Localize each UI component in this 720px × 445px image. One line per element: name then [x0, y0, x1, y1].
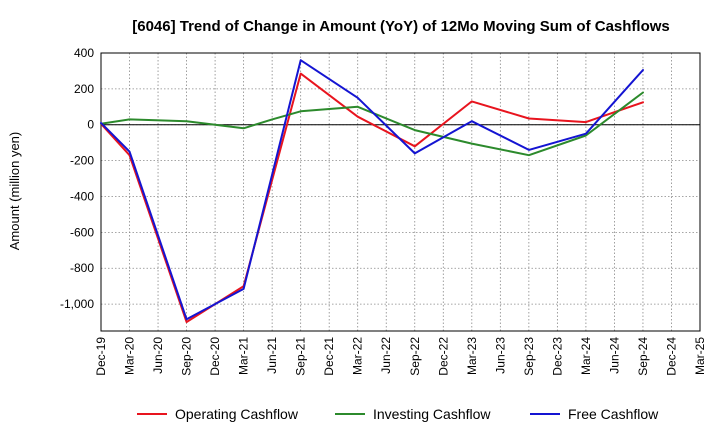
x-tick-label: Jun-23	[493, 337, 507, 374]
y-tick-label: 200	[74, 82, 94, 96]
plot-frame	[100, 52, 701, 332]
x-tick-label: Mar-25	[693, 337, 707, 375]
x-tick-label: Jun-22	[379, 337, 393, 374]
x-tick-label: Dec-21	[322, 337, 336, 376]
y-tick-label: -200	[70, 154, 94, 168]
series-line	[100, 91, 644, 157]
legend-label: Free Cashflow	[568, 406, 659, 422]
x-tick-label: Sep-21	[294, 337, 308, 376]
x-tick-label: Dec-24	[664, 337, 678, 376]
x-tick-label: Mar-20	[123, 337, 137, 375]
chart-title: [6046] Trend of Change in Amount (YoY) o…	[132, 18, 670, 35]
y-tick-label: -600	[70, 225, 94, 239]
x-tick-label: Sep-23	[522, 337, 536, 376]
y-tick-label: -800	[70, 261, 94, 275]
x-tick-label: Sep-24	[636, 337, 650, 376]
plot-area: 400 200 0 -200 -400 -600 -800 -1,000 Dec-19 Mar-2…	[60, 46, 707, 376]
series-line	[100, 59, 644, 321]
x-tick-label: Mar-23	[465, 337, 479, 375]
y-tick-label: 0	[87, 118, 94, 132]
plot-background	[101, 53, 700, 331]
x-tick-label: Sep-20	[180, 337, 194, 376]
x-tick-label: Dec-20	[208, 337, 222, 376]
x-tick-label: Jun-24	[607, 337, 621, 374]
x-tick-label: Sep-22	[408, 337, 422, 376]
x-tick-label: Mar-24	[579, 337, 593, 375]
x-tick-label: Dec-23	[550, 337, 564, 376]
y-tick-label: -1,000	[60, 297, 94, 311]
legend-label: Operating Cashflow	[175, 406, 299, 422]
x-tick-label: Mar-22	[351, 337, 365, 375]
x-tick-label: Dec-19	[94, 337, 108, 376]
y-axis-label: Amount (million yen)	[7, 132, 22, 251]
x-tick-label: Jun-20	[151, 337, 165, 374]
x-tick-label: Mar-21	[237, 337, 251, 375]
x-tick-label: Dec-22	[436, 337, 450, 376]
legend: Operating Cashflow Investing Cashflow Free…	[137, 406, 659, 422]
y-tick-label: -400	[70, 189, 94, 203]
x-tick-label: Jun-21	[265, 337, 279, 374]
legend-label: Investing Cashflow	[373, 406, 491, 422]
y-tick-label: 400	[74, 46, 94, 60]
